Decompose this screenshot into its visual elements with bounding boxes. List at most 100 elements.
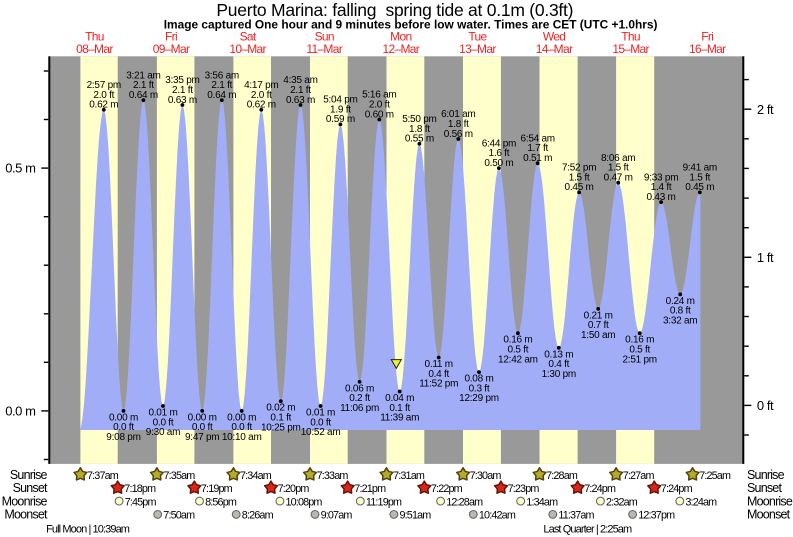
svg-text:7:33am: 7:33am xyxy=(317,470,349,482)
svg-text:7:31am: 7:31am xyxy=(393,470,425,482)
svg-text:5:04 pm: 5:04 pm xyxy=(323,95,357,106)
svg-text:1.8 ft: 1.8 ft xyxy=(448,119,469,130)
svg-text:1.5 ft: 1.5 ft xyxy=(608,163,629,174)
svg-text:0.00 m: 0.00 m xyxy=(109,412,138,423)
svg-text:2.0 ft: 2.0 ft xyxy=(369,100,390,111)
svg-text:7:22pm: 7:22pm xyxy=(431,483,463,495)
svg-text:0.0 ft: 0.0 ft xyxy=(231,422,252,433)
svg-text:2.1 ft: 2.1 ft xyxy=(290,85,311,96)
svg-text:08–Mar: 08–Mar xyxy=(76,42,113,56)
svg-text:Sun: Sun xyxy=(315,30,334,44)
svg-text:7:24pm: 7:24pm xyxy=(661,483,693,495)
svg-text:0.24 m: 0.24 m xyxy=(666,296,695,307)
svg-text:7:35am: 7:35am xyxy=(164,470,196,482)
svg-text:0.63 m: 0.63 m xyxy=(286,95,315,106)
svg-text:0.01 m: 0.01 m xyxy=(148,408,177,419)
svg-text:15–Mar: 15–Mar xyxy=(612,42,649,56)
svg-text:0.3 ft: 0.3 ft xyxy=(469,383,490,394)
svg-text:4:17 pm: 4:17 pm xyxy=(244,80,278,91)
svg-text:7:50am: 7:50am xyxy=(163,510,195,522)
svg-text:2.0 ft: 2.0 ft xyxy=(93,90,114,101)
svg-text:09–Mar: 09–Mar xyxy=(153,42,190,56)
svg-text:Moonrise: Moonrise xyxy=(747,494,793,508)
svg-text:0.43 m: 0.43 m xyxy=(647,192,676,203)
svg-text:11:06 pm: 11:06 pm xyxy=(340,403,379,414)
svg-text:7:34am: 7:34am xyxy=(240,470,272,482)
svg-text:1.7 ft: 1.7 ft xyxy=(527,143,548,154)
svg-text:1.9 ft: 1.9 ft xyxy=(330,104,351,115)
svg-text:7:45pm: 7:45pm xyxy=(125,496,157,508)
svg-text:9:08 pm: 9:08 pm xyxy=(106,432,140,443)
svg-text:0.0 m: 0.0 m xyxy=(5,403,35,418)
svg-text:7:21pm: 7:21pm xyxy=(354,483,386,495)
svg-text:0.64 m: 0.64 m xyxy=(207,90,236,101)
svg-text:11–Mar: 11–Mar xyxy=(306,42,342,56)
svg-text:10:25 pm: 10:25 pm xyxy=(261,422,301,433)
svg-text:0.04 m: 0.04 m xyxy=(385,393,414,404)
svg-text:Moonset: Moonset xyxy=(747,508,791,522)
svg-text:2.0 ft: 2.0 ft xyxy=(251,90,272,101)
svg-text:8:06 am: 8:06 am xyxy=(601,153,635,164)
svg-text:Sunrise: Sunrise xyxy=(747,468,785,482)
svg-text:0.16 m: 0.16 m xyxy=(503,335,532,346)
svg-text:Mon: Mon xyxy=(390,30,411,44)
svg-text:0.16 m: 0.16 m xyxy=(625,335,654,346)
svg-text:1 ft: 1 ft xyxy=(757,250,774,265)
svg-text:0.8 ft: 0.8 ft xyxy=(670,306,691,317)
svg-text:10:08pm: 10:08pm xyxy=(286,496,323,508)
svg-text:9:41 am: 9:41 am xyxy=(683,163,717,174)
svg-text:0.00 m: 0.00 m xyxy=(227,412,256,423)
svg-text:0.13 m: 0.13 m xyxy=(544,349,573,360)
svg-text:0.00 m: 0.00 m xyxy=(188,412,217,423)
svg-text:7:28am: 7:28am xyxy=(546,470,578,482)
svg-text:3:21 am: 3:21 am xyxy=(126,70,160,81)
svg-text:0.63 m: 0.63 m xyxy=(168,95,197,106)
svg-text:12:29 pm: 12:29 pm xyxy=(459,393,499,404)
svg-text:0.45 m: 0.45 m xyxy=(565,182,594,193)
svg-text:7:19pm: 7:19pm xyxy=(201,483,233,495)
svg-text:10–Mar: 10–Mar xyxy=(229,42,266,56)
svg-text:1:34am: 1:34am xyxy=(526,496,558,508)
svg-text:Sat: Sat xyxy=(240,30,257,44)
svg-text:0.08 m: 0.08 m xyxy=(464,374,493,385)
svg-text:Wed: Wed xyxy=(543,30,565,44)
svg-text:12:42 am: 12:42 am xyxy=(498,354,538,365)
svg-text:Image captured One hour and 9: Image captured One hour and 9 minutes be… xyxy=(164,18,658,32)
svg-text:7:23pm: 7:23pm xyxy=(508,483,540,495)
svg-text:Puerto Marina: falling spring: Puerto Marina: falling spring tide at 0.… xyxy=(216,0,573,20)
svg-text:0.0 ft: 0.0 ft xyxy=(113,422,134,433)
svg-text:7:27am: 7:27am xyxy=(623,470,655,482)
svg-text:7:25am: 7:25am xyxy=(699,470,731,482)
svg-text:7:37am: 7:37am xyxy=(87,470,119,482)
svg-text:0.56 m: 0.56 m xyxy=(444,129,473,140)
svg-text:0.47 m: 0.47 m xyxy=(604,173,633,184)
svg-text:10:42am: 10:42am xyxy=(479,510,516,522)
svg-text:7:20pm: 7:20pm xyxy=(278,483,310,495)
svg-text:0.60 m: 0.60 m xyxy=(365,109,394,120)
svg-text:0.2 ft: 0.2 ft xyxy=(349,393,370,404)
svg-text:5:16 am: 5:16 am xyxy=(362,90,396,101)
svg-text:10:10 am: 10:10 am xyxy=(222,432,262,443)
svg-text:1.6 ft: 1.6 ft xyxy=(489,148,510,159)
svg-text:9:30 am: 9:30 am xyxy=(146,427,180,438)
svg-text:11:52 pm: 11:52 pm xyxy=(419,379,458,390)
svg-text:6:01 am: 6:01 am xyxy=(441,109,475,120)
svg-text:5:50 pm: 5:50 pm xyxy=(402,114,436,125)
svg-text:0.5 m: 0.5 m xyxy=(5,161,35,176)
svg-text:14–Mar: 14–Mar xyxy=(536,42,573,56)
svg-text:0.02 m: 0.02 m xyxy=(266,403,295,414)
svg-text:9:51am: 9:51am xyxy=(400,510,432,522)
svg-text:3:35 pm: 3:35 pm xyxy=(165,75,199,86)
svg-text:1.5 ft: 1.5 ft xyxy=(569,172,590,183)
svg-text:9:33 pm: 9:33 pm xyxy=(644,172,678,183)
svg-text:1.4 ft: 1.4 ft xyxy=(651,182,672,193)
svg-text:6:54 am: 6:54 am xyxy=(521,133,555,144)
svg-text:0.62 m: 0.62 m xyxy=(247,100,276,111)
svg-text:0.11 m: 0.11 m xyxy=(425,359,453,370)
svg-text:1:50 am: 1:50 am xyxy=(581,330,615,341)
svg-text:0.50 m: 0.50 m xyxy=(484,158,513,169)
svg-text:1.5 ft: 1.5 ft xyxy=(689,172,710,183)
svg-text:0.1 ft: 0.1 ft xyxy=(389,403,410,414)
svg-text:Moonset: Moonset xyxy=(4,508,48,522)
svg-text:Sunset: Sunset xyxy=(13,481,48,495)
